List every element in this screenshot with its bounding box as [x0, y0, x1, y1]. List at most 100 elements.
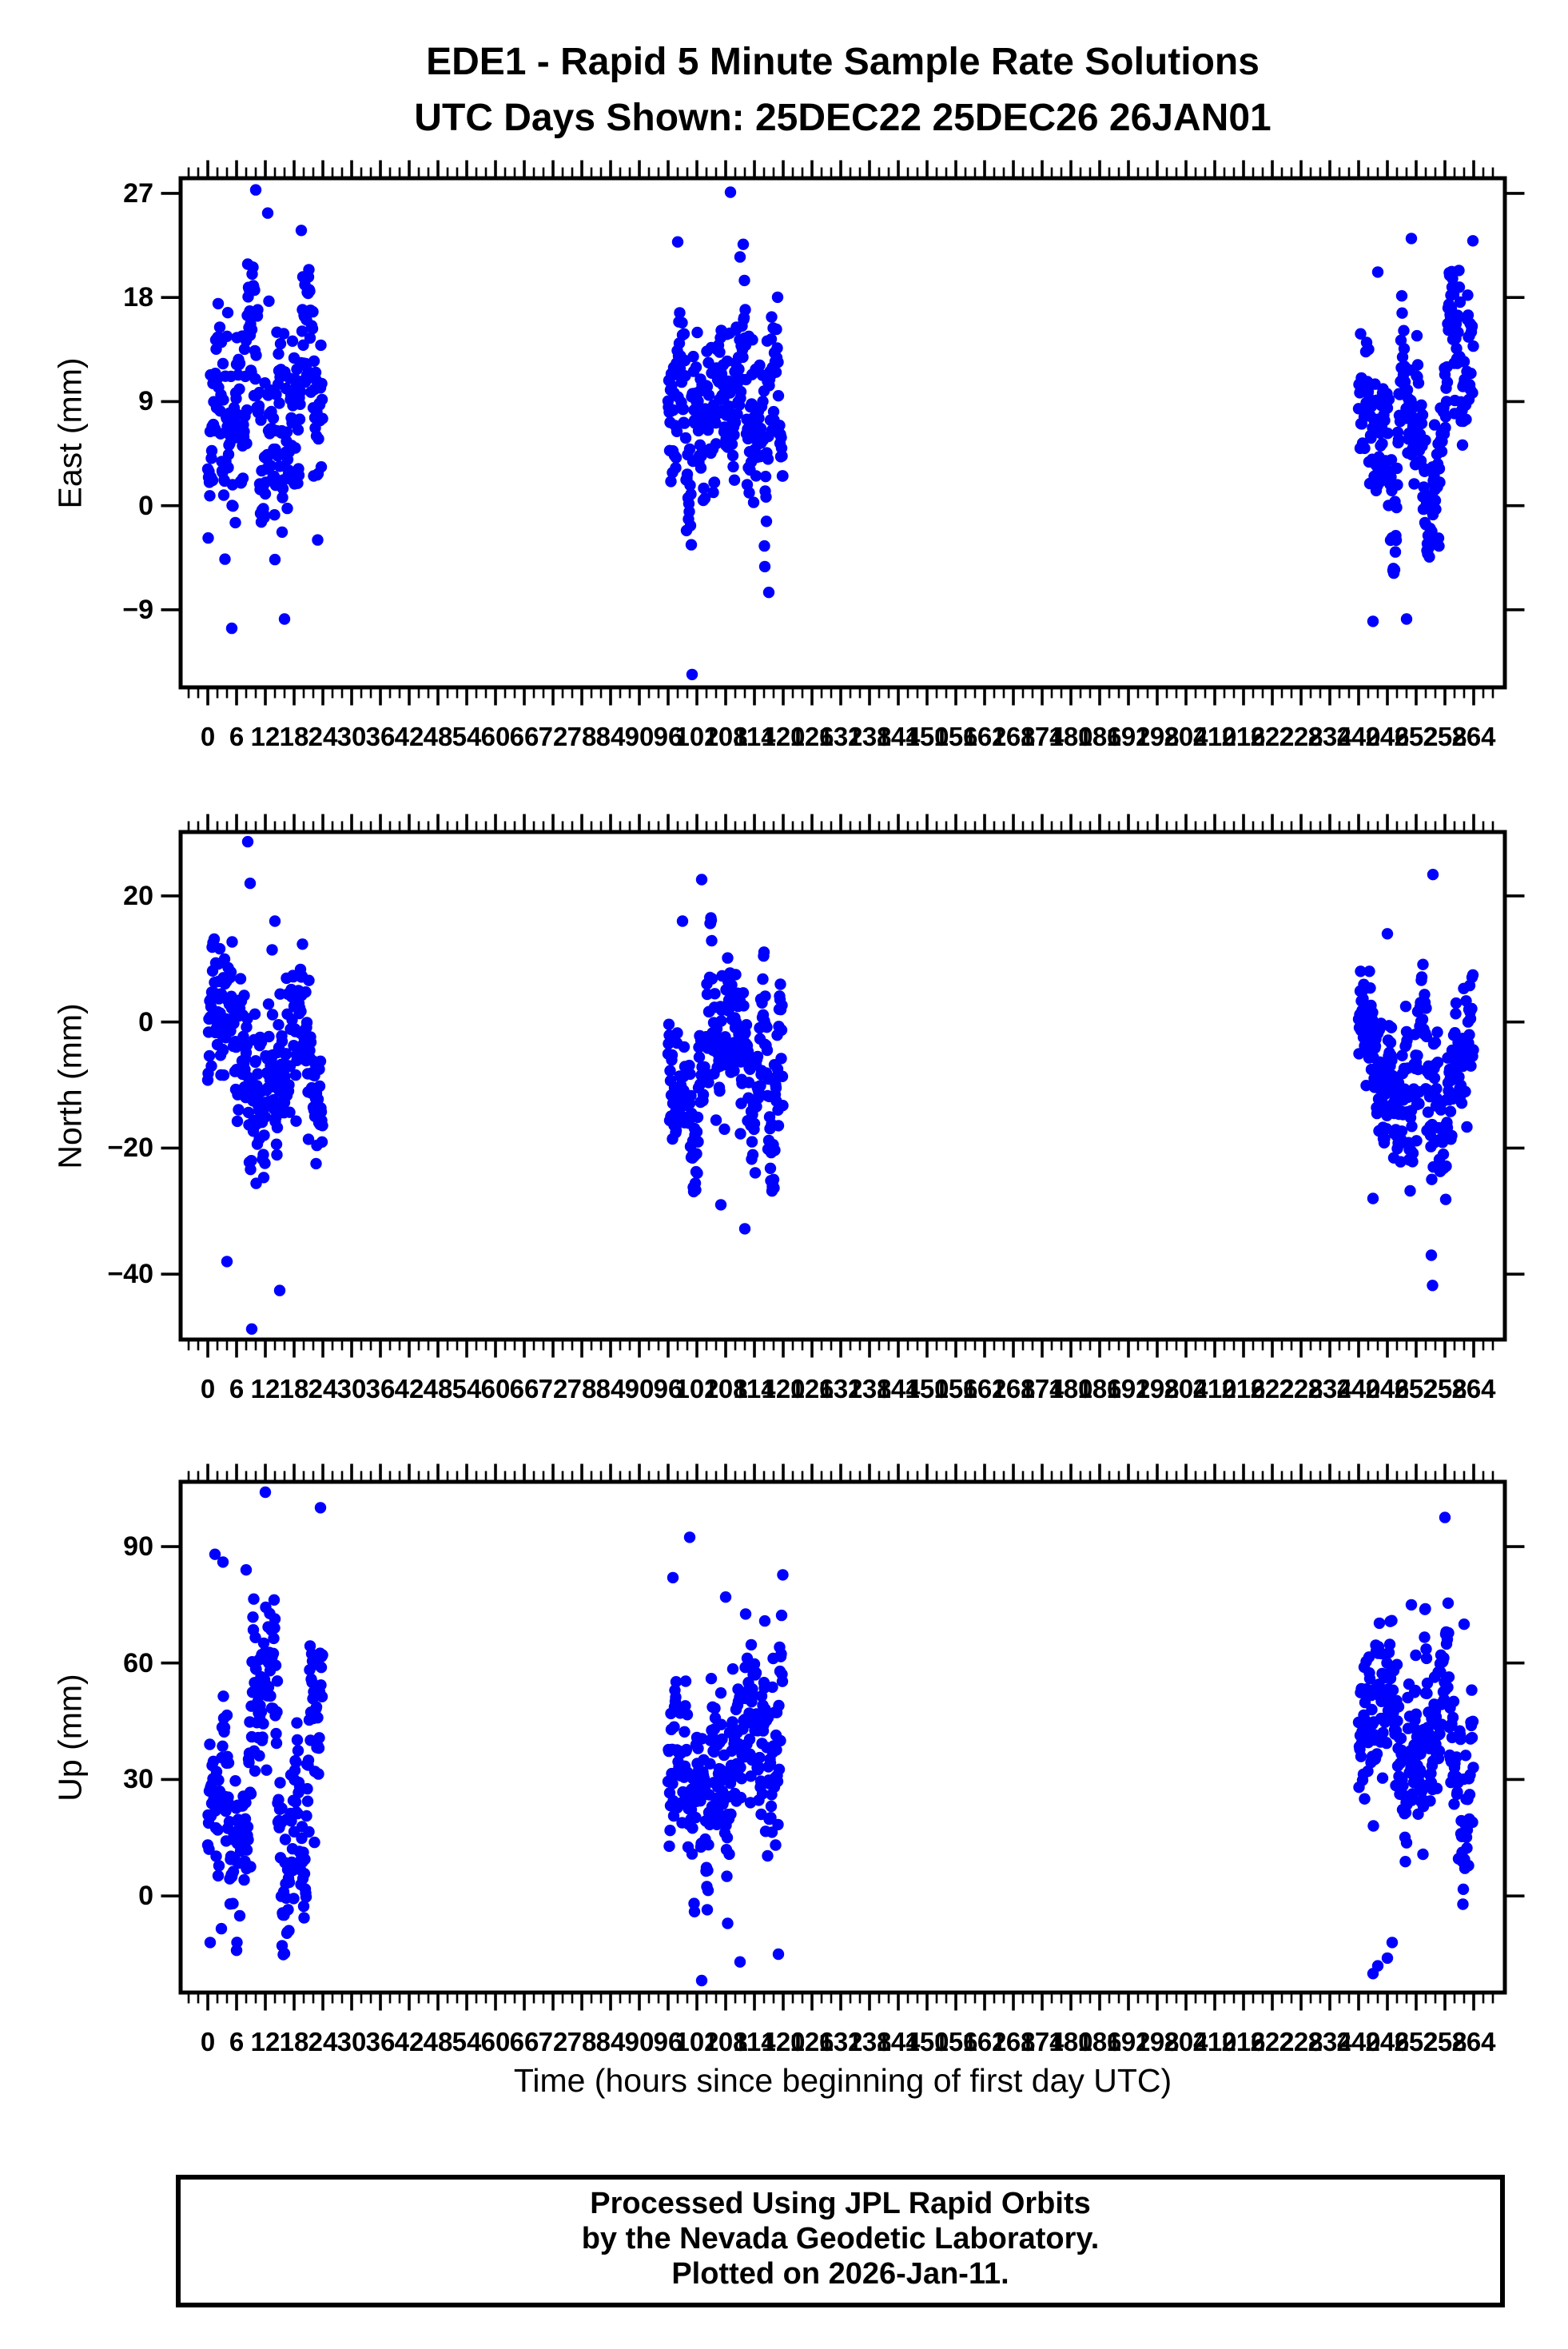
data-point: [223, 1816, 236, 1828]
data-point: [1463, 1860, 1474, 1872]
x-tick-label: 48: [423, 722, 453, 751]
data-point: [1420, 1030, 1433, 1043]
data-point: [298, 1868, 311, 1880]
data-point: [257, 1718, 269, 1730]
data-point: [1451, 1751, 1463, 1763]
data-point: [238, 989, 250, 1001]
data-point: [1401, 1034, 1413, 1046]
chart-title-line2: UTC Days Shown: 25DEC22 25DEC26 26JAN01: [414, 97, 1272, 139]
data-point: [688, 1897, 700, 1909]
data-point: [737, 351, 749, 364]
x-tick-label: 252: [1394, 1374, 1439, 1403]
data-point: [245, 1155, 257, 1167]
y-tick-label: 90: [123, 1531, 153, 1562]
y-tick-label: 30: [123, 1764, 153, 1795]
data-point: [237, 472, 249, 484]
x-tick-label: 114: [733, 1374, 776, 1403]
data-point: [204, 1937, 217, 1949]
data-point: [238, 1873, 250, 1886]
data-point: [227, 500, 239, 512]
data-point: [283, 1876, 296, 1889]
data-point: [1467, 340, 1479, 352]
y-tick-label: 0: [138, 490, 153, 521]
data-point: [671, 425, 683, 437]
data-point: [733, 363, 745, 376]
data-point: [314, 1055, 327, 1068]
data-point: [259, 1111, 272, 1123]
data-point: [257, 1172, 270, 1184]
data-point: [1430, 504, 1442, 516]
scatter-points-up: [201, 1486, 1479, 1987]
data-point: [265, 460, 277, 472]
data-point: [1359, 1793, 1371, 1805]
data-point: [268, 470, 281, 483]
data-point: [1463, 1789, 1476, 1801]
data-point: [1376, 1772, 1389, 1784]
data-point: [706, 973, 718, 985]
x-tick-label: 0: [200, 1374, 216, 1403]
data-point: [678, 328, 690, 340]
data-point: [715, 1718, 727, 1730]
data-point: [688, 1905, 701, 1917]
data-point: [714, 346, 726, 358]
data-point: [761, 1044, 774, 1057]
data-point: [1408, 478, 1420, 490]
data-point: [292, 424, 304, 436]
data-point: [1362, 1765, 1374, 1778]
data-point: [203, 1049, 216, 1062]
data-point: [268, 1093, 280, 1106]
data-point: [247, 1611, 259, 1623]
data-point: [1396, 1049, 1408, 1061]
data-point: [1388, 563, 1401, 576]
data-point: [681, 1709, 694, 1721]
data-point: [710, 417, 722, 429]
x-tick-label: 204: [1164, 1374, 1208, 1403]
data-point: [1367, 1006, 1379, 1019]
data-point: [718, 1123, 730, 1136]
data-point: [679, 432, 692, 444]
data-point: [746, 1149, 759, 1161]
data-point: [775, 432, 787, 444]
data-point: [262, 1681, 275, 1694]
x-tick-label: 126: [790, 2027, 834, 2056]
data-point: [739, 1608, 752, 1620]
data-point: [259, 1157, 271, 1169]
data-point: [767, 1173, 780, 1186]
data-point: [269, 1622, 281, 1634]
data-point: [710, 438, 722, 450]
x-tick-label: 108: [703, 2027, 748, 2056]
data-point: [1431, 1057, 1444, 1069]
data-point: [279, 1833, 292, 1845]
data-point: [1379, 1133, 1391, 1145]
data-point: [709, 1702, 721, 1714]
data-point: [245, 1861, 257, 1873]
data-point: [269, 915, 281, 927]
data-point: [233, 1909, 246, 1922]
data-point: [1411, 1135, 1423, 1147]
x-tick-label: 96: [653, 1374, 683, 1403]
data-point: [691, 1111, 704, 1124]
data-point: [1420, 1643, 1432, 1655]
data-point: [300, 1810, 312, 1822]
data-point: [663, 1037, 675, 1050]
data-point: [737, 238, 750, 250]
data-point: [257, 1149, 269, 1161]
x-tick-label: 126: [790, 722, 834, 751]
data-point: [1367, 1820, 1379, 1832]
data-point: [1431, 1083, 1443, 1095]
data-point: [1442, 1681, 1454, 1694]
data-point: [692, 1136, 704, 1148]
data-point: [1455, 1097, 1468, 1109]
data-point: [690, 1811, 702, 1824]
x-tick-label: 36: [365, 1374, 396, 1403]
data-point: [225, 966, 237, 978]
data-point: [1422, 1106, 1435, 1118]
data-point: [737, 987, 750, 999]
data-point: [1355, 965, 1367, 977]
data-point: [680, 1743, 693, 1756]
x-tick-label: 210: [1192, 722, 1237, 751]
data-point: [701, 1904, 714, 1916]
data-point: [287, 970, 300, 983]
x-tick-label: 138: [847, 722, 892, 751]
x-tick-label: 144: [876, 1374, 921, 1403]
